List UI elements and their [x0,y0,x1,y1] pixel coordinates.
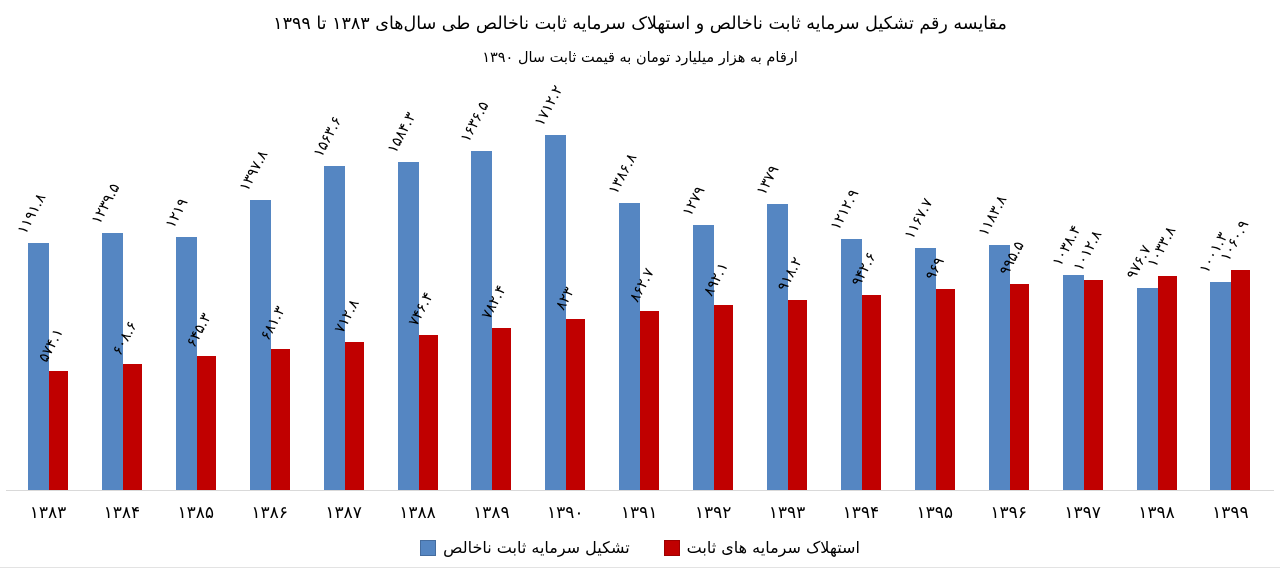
x-axis-year-label: ۱۳۸۸ [399,503,436,523]
x-axis-year-label: ۱۳۹۷ [1064,503,1101,523]
x-axis-year-label: ۱۳۸۶ [251,503,288,523]
formation-bar-value-label: ۱۱۹۱.۸ [14,191,50,237]
legend-label-depreciation: استهلاک سرمایه های ثابت [686,538,860,557]
formation-bar-value-label: ۱۷۱۲.۲ [532,83,567,129]
formation-swatch-icon [420,539,437,556]
formation-bar [1210,282,1232,490]
depreciation-bar [196,356,216,490]
formation-bar-value-label: ۱۶۳۶.۵ [458,99,493,145]
chart-bottom-border [0,567,1280,568]
formation-bar [914,248,936,490]
depreciation-bar [714,305,734,490]
chart-title: مقایسه رقم تشکیل سرمایه ثابت ناخالص و اس… [273,14,1007,34]
formation-bar [693,225,715,490]
x-axis-year-label: ۱۳۸۵ [177,503,215,523]
depreciation-bar [492,328,512,490]
formation-bar [988,245,1010,490]
chart-subtitle: ارقام به هزار میلیارد تومان به قیمت ثابت… [482,50,798,66]
depreciation-bar [344,342,364,490]
formation-bar [175,237,197,490]
formation-bar-value-label: ۱۱۶۷.۷ [901,196,937,242]
x-axis-year-label: ۱۳۹۱ [620,503,658,523]
depreciation-bar [566,319,586,490]
x-axis-year-label: ۱۳۹۴ [842,503,880,523]
formation-bar-value-label: ۱۳۷۹ [753,162,783,198]
x-axis-year-label: ۱۳۸۹ [473,503,510,523]
legend-item-depreciation: استهلاک سرمایه های ثابت [663,538,860,557]
depreciation-bar [49,371,68,490]
depreciation-bar [935,289,955,490]
x-axis-year-label: ۱۳۸۳ [29,503,67,523]
depreciation-bar [788,300,807,490]
formation-bar [249,200,271,490]
depreciation-bar [640,311,660,490]
formation-bar [1062,275,1084,490]
formation-bar [840,239,862,490]
x-axis-year-label: ۱۳۸۷ [325,503,362,523]
depreciation-bar [1157,276,1177,490]
formation-bar-value-label: ۱۱۸۳.۸ [975,193,1011,239]
x-axis-year-label: ۱۳۹۹ [1212,503,1249,523]
formation-bar [101,233,123,490]
depreciation-bar [1009,284,1029,490]
formation-bar-value-label: ۱۲۱۹ [162,195,192,231]
formation-bar-value-label: ۱۲۷۹ [679,183,709,219]
x-axis-line [6,490,1274,491]
formation-bar [323,166,345,490]
formation-bar [545,135,567,490]
depreciation-swatch-icon [663,539,680,556]
depreciation-bar [122,364,142,490]
legend-item-formation: تشکیل سرمایه ثابت ناخالص [420,538,630,557]
depreciation-bar [1083,280,1103,490]
x-axis-year-label: ۱۳۹۶ [990,503,1027,523]
formation-bar [619,203,641,490]
depreciation-bar [1231,270,1251,490]
x-axis-year-label: ۱۳۹۵ [916,503,954,523]
x-axis-year-label: ۱۳۹۰ [547,503,584,523]
formation-bar-value-label: ۱۵۸۴.۳ [384,110,419,156]
depreciation-bar [270,349,290,490]
formation-bar [471,151,493,490]
depreciation-bar [861,295,881,490]
depreciation-bar [418,335,438,490]
x-axis-year-label: ۱۳۸۴ [103,503,141,523]
x-axis-year-label: ۱۳۹۳ [768,503,806,523]
formation-bar-value-label: ۱۲۱۲.۹ [827,187,863,233]
formation-bar-value-label: ۱۳۹۷.۸ [236,148,272,194]
x-axis-year-label: ۱۳۹۲ [694,503,732,523]
formation-bar [28,243,49,490]
x-axis-year-label: ۱۳۹۸ [1138,503,1175,523]
formation-bar-value-label: ۱۵۶۳.۶ [310,114,346,160]
formation-bar [1136,288,1158,490]
formation-bar [767,204,788,490]
legend: استهلاک سرمایه های ثابت تشکیل سرمایه ثاب… [0,538,1280,557]
formation-bar-value-label: ۱۳۸۶.۸ [606,151,641,197]
legend-label-formation: تشکیل سرمایه ثابت ناخالص [443,538,630,557]
formation-bar-value-label: ۱۲۳۹.۵ [88,181,124,227]
formation-bar [397,162,419,490]
